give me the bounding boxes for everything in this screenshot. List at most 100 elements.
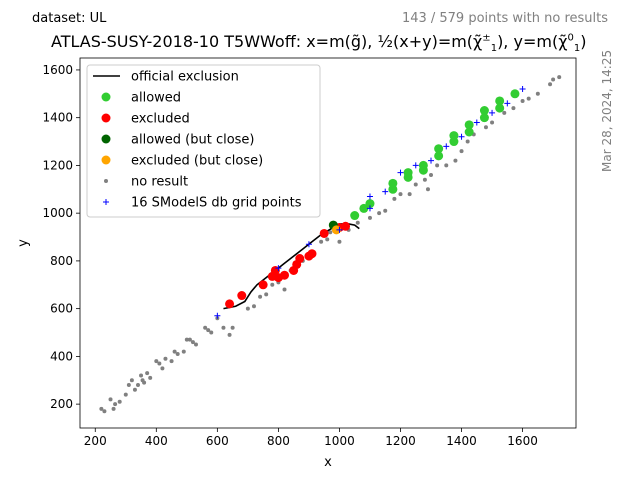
legend-label: allowed (but close) xyxy=(131,133,255,148)
allowed-point xyxy=(365,199,375,209)
no-result-point xyxy=(163,356,168,361)
no-result-point xyxy=(407,192,412,197)
no-results-counter: 143 / 579 points with no results xyxy=(401,11,608,26)
x-axis-label: x xyxy=(324,455,332,470)
title-part: 0 xyxy=(567,32,574,44)
grid-point-marker xyxy=(336,226,343,233)
legend-label: official exclusion xyxy=(131,70,239,85)
no-result-point xyxy=(221,325,226,330)
grid-point-marker xyxy=(458,133,465,140)
x-tick-label: 800 xyxy=(267,434,290,448)
excluded-point xyxy=(273,273,283,283)
grid-point-marker xyxy=(443,143,450,150)
no-result-point xyxy=(172,349,177,354)
x-tick-label: 1600 xyxy=(507,434,538,448)
grid-point-marker xyxy=(275,265,282,272)
no-result-point xyxy=(535,91,540,96)
title-part: ± xyxy=(482,32,491,44)
title-part: ) xyxy=(580,32,587,51)
grid-point-marker xyxy=(214,312,221,319)
no-result-point xyxy=(139,373,144,378)
no-result-point xyxy=(444,163,449,168)
allowed-point xyxy=(403,168,413,178)
y-tick-label: 1200 xyxy=(42,158,73,172)
y-tick-label: 1400 xyxy=(42,111,73,125)
no-result-point xyxy=(483,125,488,130)
grid-point-marker xyxy=(473,119,480,126)
no-result-point xyxy=(551,77,556,82)
no-result-point xyxy=(160,366,165,371)
legend-dot-swatch xyxy=(101,113,111,123)
allowed-point xyxy=(449,131,459,141)
grid-point-marker xyxy=(489,109,496,116)
allowed-point xyxy=(434,151,444,161)
title-part: χ̃ xyxy=(558,32,568,51)
no-result-point xyxy=(413,182,418,187)
legend-label: no result xyxy=(131,175,188,190)
no-result-point xyxy=(157,361,162,366)
y-tick-label: 400 xyxy=(50,349,73,363)
no-result-point xyxy=(245,306,250,311)
allowed-point xyxy=(479,113,489,123)
no-result-point xyxy=(113,402,118,407)
no-result-point xyxy=(111,406,116,411)
x-tick-label: 200 xyxy=(84,434,107,448)
no-result-point xyxy=(459,149,464,154)
no-result-point xyxy=(142,380,147,385)
legend-box xyxy=(86,64,321,218)
no-result-point xyxy=(337,239,342,244)
title-part: g̃ xyxy=(350,32,362,51)
no-result-point xyxy=(102,409,107,414)
title-part: ), y=m( xyxy=(497,32,559,51)
allowed-point xyxy=(495,103,505,113)
no-result-point xyxy=(129,378,134,383)
no-result-point xyxy=(548,82,553,87)
excluded-point xyxy=(295,254,305,264)
no-result-point xyxy=(282,287,287,292)
x-tick-label: 1000 xyxy=(324,434,355,448)
title-part: ½ xyxy=(377,32,393,51)
excluded-point xyxy=(307,249,317,259)
no-result-point xyxy=(203,325,208,330)
excluded-point xyxy=(341,221,351,231)
no-result-point xyxy=(319,239,324,244)
no-result-point xyxy=(209,330,214,335)
no-result-point xyxy=(117,399,122,404)
plot-area xyxy=(99,75,562,414)
grid-point-marker xyxy=(382,188,389,195)
no-result-point xyxy=(193,342,198,347)
x-tick-label: 1400 xyxy=(446,434,477,448)
plot-frame xyxy=(79,57,577,429)
no-result-point xyxy=(435,163,440,168)
legend-small-swatch xyxy=(104,179,108,183)
no-result-point xyxy=(328,230,333,235)
no-result-point xyxy=(392,196,397,201)
no-result-point xyxy=(465,139,470,144)
legend-label: 16 SModelS db grid points xyxy=(131,196,302,211)
title-part: ), xyxy=(361,32,378,51)
no-result-point xyxy=(190,340,195,345)
grid-point-marker xyxy=(428,157,435,164)
legend-dot-swatch xyxy=(101,134,111,144)
no-result-point xyxy=(126,383,131,388)
title-part: ATLAS-SUSY-2018-10 T5WWoff: x=m( xyxy=(51,32,351,51)
grid-point-marker xyxy=(366,193,373,200)
legend-dot-swatch xyxy=(101,155,111,165)
no-result-point xyxy=(502,110,507,115)
no-result-point xyxy=(169,359,174,364)
no-result-point xyxy=(184,337,189,342)
y-tick-label: 800 xyxy=(50,254,73,268)
no-result-point xyxy=(490,120,495,125)
no-result-point xyxy=(227,332,232,337)
excluded-point xyxy=(237,291,247,301)
legend-plus-swatch xyxy=(103,199,109,205)
allowed-point xyxy=(464,127,474,137)
no-result-point xyxy=(132,387,137,392)
no-result-point xyxy=(520,98,525,103)
grid-point-marker xyxy=(366,205,373,212)
no-result-point xyxy=(175,352,180,356)
allowed-point xyxy=(510,89,520,99)
no-result-point xyxy=(251,304,256,309)
no-result-point xyxy=(355,220,360,225)
